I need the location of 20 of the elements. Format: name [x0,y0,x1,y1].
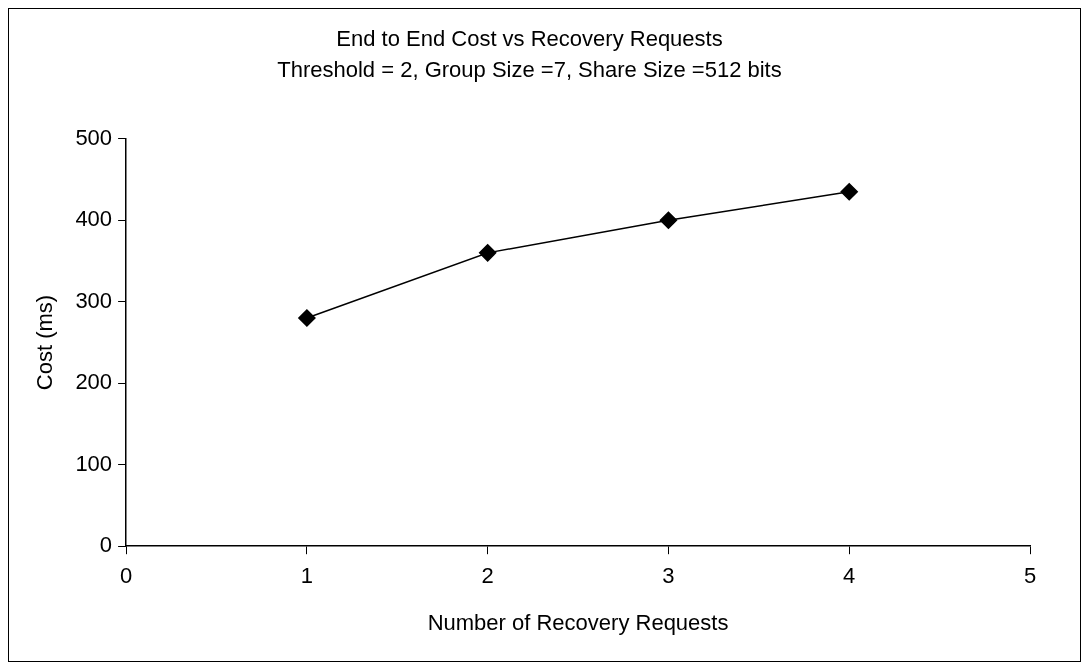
y-tick-label: 500 [75,124,113,150]
x-tick-label: 3 [662,563,675,589]
point [298,309,316,327]
x-tick-label: 1 [300,563,314,589]
y-tick-label: 200 [75,369,113,395]
x-tick-label: 4 [843,563,856,589]
x-axis-title: Number of Recovery Requests [427,609,729,635]
chart-title: End to End Cost vs Recovery Requests [336,26,723,52]
y-tick-label: 400 [75,206,113,232]
y-tick-label: 300 [75,287,113,313]
x-tick-label: 0 [119,563,133,589]
chart-subtitle: Threshold = 2, Group Size =7, Share Size =512 bits [277,56,782,82]
point [478,244,497,262]
y-tick-label: 100 [75,450,113,476]
x-tick-label: 5 [1023,563,1037,589]
y-axis-title: Cost (ms) [32,294,58,391]
y-tick-label: 0 [99,532,113,558]
point [840,183,858,201]
x-tick-label: 2 [481,563,494,589]
point [659,211,678,230]
